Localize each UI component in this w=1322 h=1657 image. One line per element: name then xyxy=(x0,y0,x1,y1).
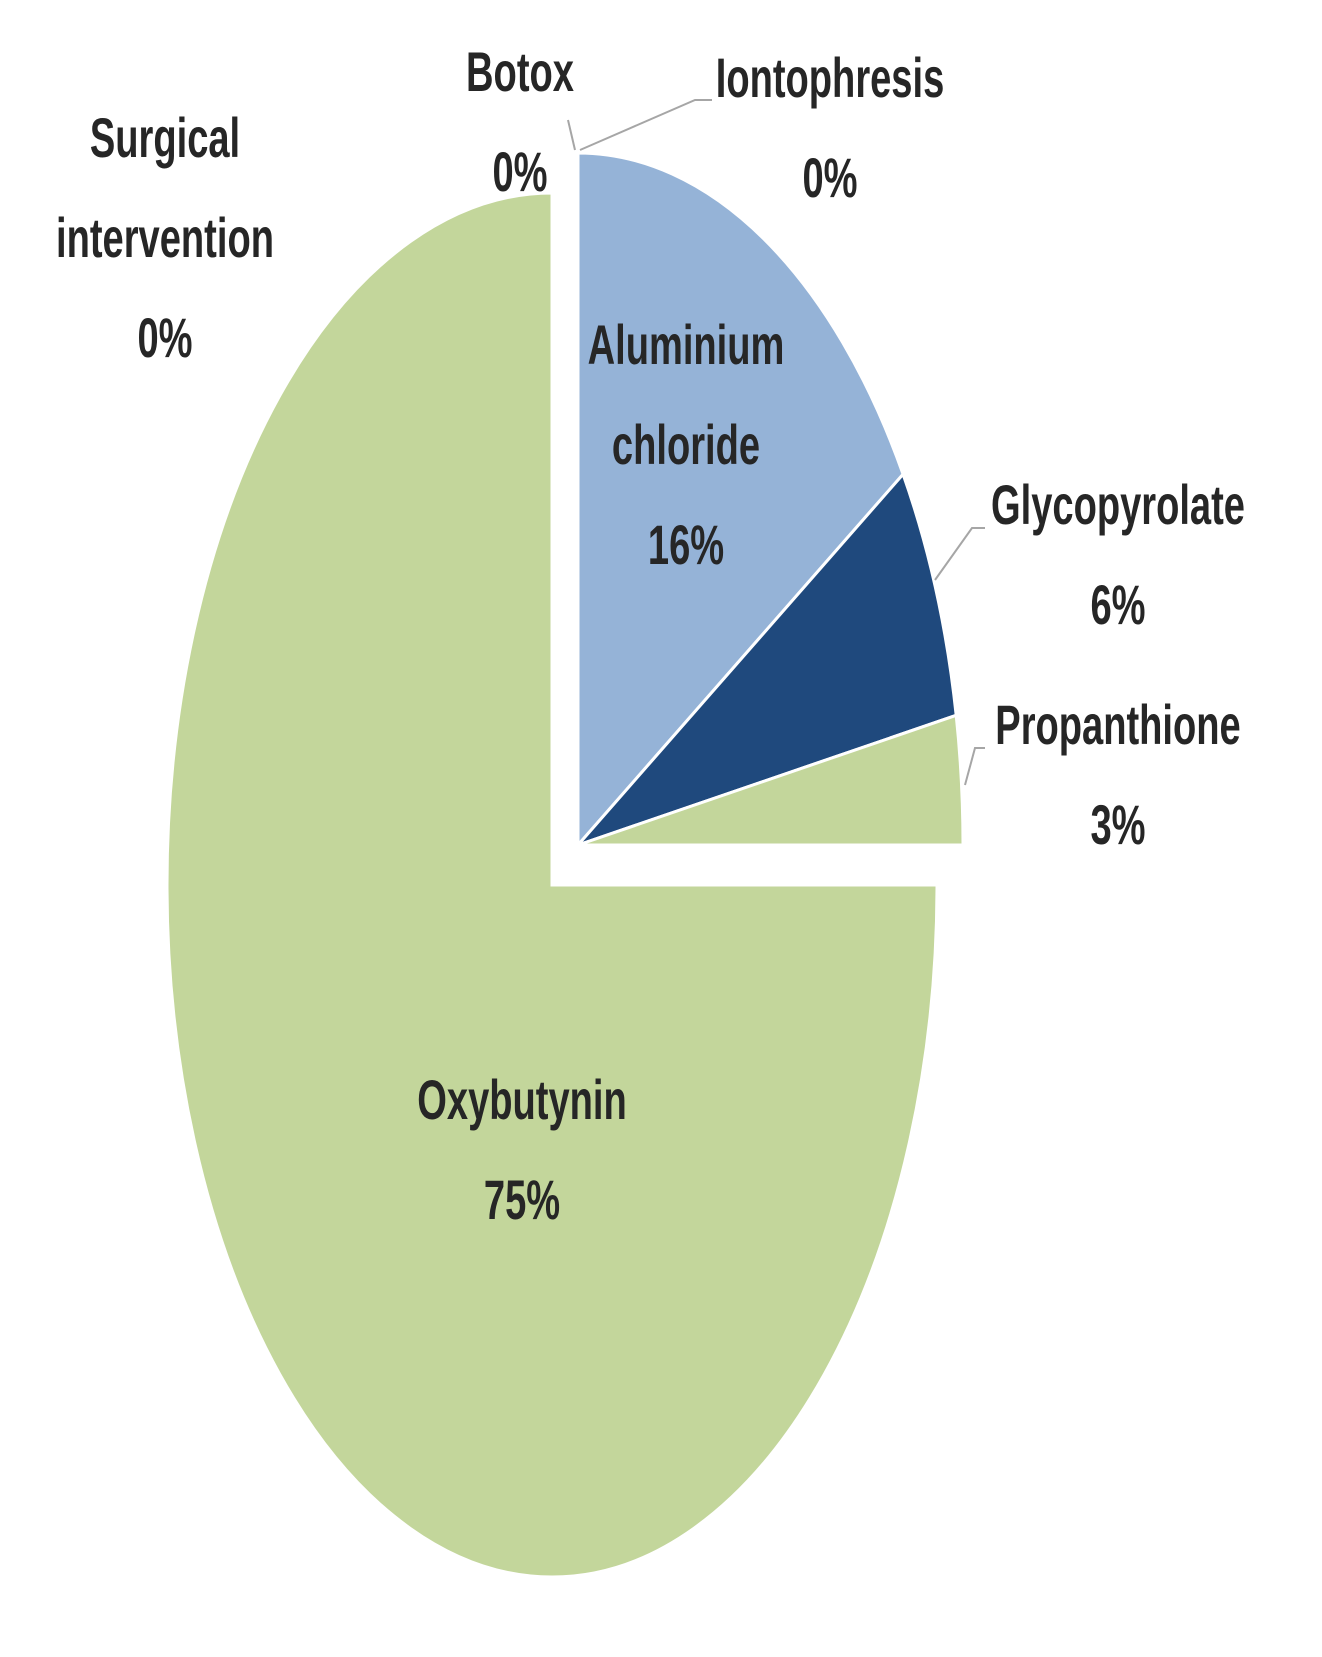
category-label: Glycopyrolate xyxy=(991,473,1245,536)
leader-line xyxy=(567,119,576,151)
slice-label: Propanthione 3% xyxy=(948,675,1288,875)
value-label: 3% xyxy=(1090,793,1146,856)
pie-slice xyxy=(573,471,958,849)
category-label: Aluminium chloride xyxy=(587,313,785,476)
category-label: Botox xyxy=(466,40,574,103)
slice-label: Oxybutynin 75% xyxy=(352,1050,692,1250)
leader-line xyxy=(934,527,985,581)
value-label: 6% xyxy=(1090,573,1146,636)
slice-label: Iontophresis 0% xyxy=(660,28,1000,228)
slice-label: Surgical intervention 0% xyxy=(12,88,318,388)
leader-line xyxy=(579,99,712,151)
category-label: Surgical intervention xyxy=(56,106,274,269)
category-label: Propanthione xyxy=(995,693,1241,756)
slice-label: Botox 0% xyxy=(418,22,622,222)
value-label: 0% xyxy=(137,306,193,369)
slice-label: Aluminium chloride 16% xyxy=(533,295,839,595)
value-label: 0% xyxy=(492,140,548,203)
category-label: Iontophresis xyxy=(715,46,945,109)
slice-label: Glycopyrolate 6% xyxy=(948,455,1288,655)
value-label: 16% xyxy=(647,513,725,576)
pie-slice xyxy=(165,191,939,1579)
pie-slice xyxy=(576,151,905,849)
value-label: 0% xyxy=(802,146,858,209)
pie-slice xyxy=(577,713,965,847)
value-label: 75% xyxy=(483,1168,561,1231)
leader-line xyxy=(964,747,985,786)
category-label: Oxybutynin xyxy=(417,1068,627,1131)
